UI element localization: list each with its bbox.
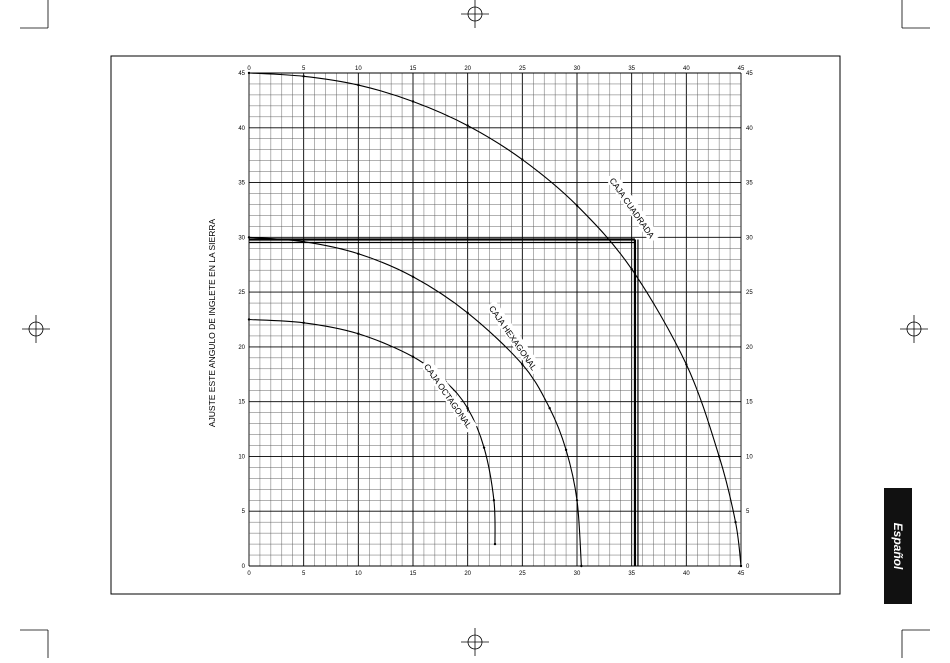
curve-point	[492, 499, 496, 502]
x-tick-label-top: 25	[519, 66, 526, 72]
x-tick-label-top: 20	[464, 66, 471, 72]
crop-marks	[20, 0, 930, 658]
curve-label: CAJA OCTAGONAL	[422, 362, 474, 431]
chart-grid	[248, 72, 742, 567]
y-tick-label-right: 5	[746, 509, 750, 515]
curve-point	[493, 542, 497, 546]
y-tick-label-right: 20	[746, 345, 753, 351]
x-tick-label-bottom: 35	[628, 571, 635, 577]
language-tab-label: Español	[891, 522, 905, 570]
curve-point	[466, 311, 469, 315]
x-tick-label-top: 35	[628, 66, 635, 72]
y-axis-label: AJUSTE ESTE ANGULO DE INGLETE EN LA SIER…	[207, 219, 217, 428]
curve-point	[580, 564, 583, 568]
curve-point	[734, 520, 737, 524]
curve-point	[482, 446, 486, 449]
curve-point	[630, 267, 633, 271]
curve-2	[248, 236, 582, 567]
y-tick-label-right: 25	[746, 290, 753, 296]
y-tick-label-right: 35	[746, 181, 753, 187]
language-tab: Español	[884, 488, 912, 604]
x-tick-label-top: 45	[738, 66, 745, 72]
x-tick-label-bottom: 15	[410, 571, 417, 577]
curve-point	[521, 158, 524, 161]
y-tick-label-right: 0	[746, 564, 750, 570]
x-tick-label-top: 40	[683, 66, 690, 72]
curve-point	[411, 100, 415, 103]
x-tick-label-bottom: 5	[302, 571, 306, 577]
x-tick-label-bottom: 20	[464, 571, 471, 577]
curve-point	[548, 407, 551, 410]
x-tick-label-bottom: 40	[683, 571, 690, 577]
curve-point	[564, 448, 568, 452]
curve-point	[466, 124, 469, 127]
y-tick-label-left: 45	[238, 71, 245, 77]
curve-point	[302, 75, 305, 78]
curve-label-bg	[485, 300, 543, 375]
y-tick-label-left: 35	[238, 181, 245, 187]
x-tick-label-top: 0	[247, 66, 251, 72]
x-tick-label-bottom: 30	[574, 571, 581, 577]
x-tick-label-top: 30	[574, 66, 581, 72]
y-tick-label-left: 40	[238, 126, 245, 132]
y-tick-label-right: 15	[746, 400, 753, 406]
y-tick-label-left: 5	[242, 509, 246, 515]
curve-point	[521, 363, 524, 366]
y-tick-label-right: 40	[746, 126, 753, 132]
curve-point	[411, 275, 415, 278]
x-tick-label-top: 10	[355, 66, 362, 72]
y-tick-label-left: 15	[238, 400, 245, 406]
curve-point	[739, 564, 743, 568]
curve-point	[247, 236, 251, 239]
curve-label-bg	[605, 172, 661, 243]
y-tick-label-right: 30	[746, 235, 753, 241]
curve-point	[357, 332, 360, 335]
x-tick-label-bottom: 10	[355, 571, 362, 577]
curve-label-group: CAJA HEXAGONAL	[485, 300, 543, 375]
x-tick-label-bottom: 0	[247, 571, 251, 577]
curve-label-group: CAJA OCTAGONAL	[420, 358, 478, 433]
x-tick-label-bottom: 45	[738, 571, 745, 577]
curve-point	[357, 252, 360, 255]
y-tick-label-right: 10	[746, 454, 753, 460]
curve-point	[466, 407, 469, 410]
y-tick-label-left: 25	[238, 290, 245, 296]
y-tick-label-left: 20	[238, 345, 245, 351]
reference-lines	[249, 238, 639, 566]
y-tick-label-right: 45	[746, 71, 753, 77]
curve-point	[575, 499, 579, 502]
chart-frame	[110, 55, 841, 595]
curve-point	[247, 71, 251, 75]
curve-point	[685, 363, 688, 366]
x-tick-label-top: 15	[410, 66, 417, 72]
curve-3	[248, 318, 496, 545]
y-tick-label-left: 0	[242, 564, 246, 570]
curve-label-bg	[420, 358, 478, 433]
curve-point	[575, 204, 579, 207]
curve-point	[717, 455, 721, 458]
x-tick-label-bottom: 25	[519, 571, 526, 577]
y-tick-label-left: 10	[238, 454, 245, 460]
curve-point	[411, 355, 415, 358]
curve-point	[357, 83, 360, 87]
curve-point	[302, 321, 305, 324]
x-tick-label-top: 5	[302, 66, 306, 72]
curve-point	[247, 318, 251, 321]
y-tick-label-left: 30	[238, 235, 245, 241]
